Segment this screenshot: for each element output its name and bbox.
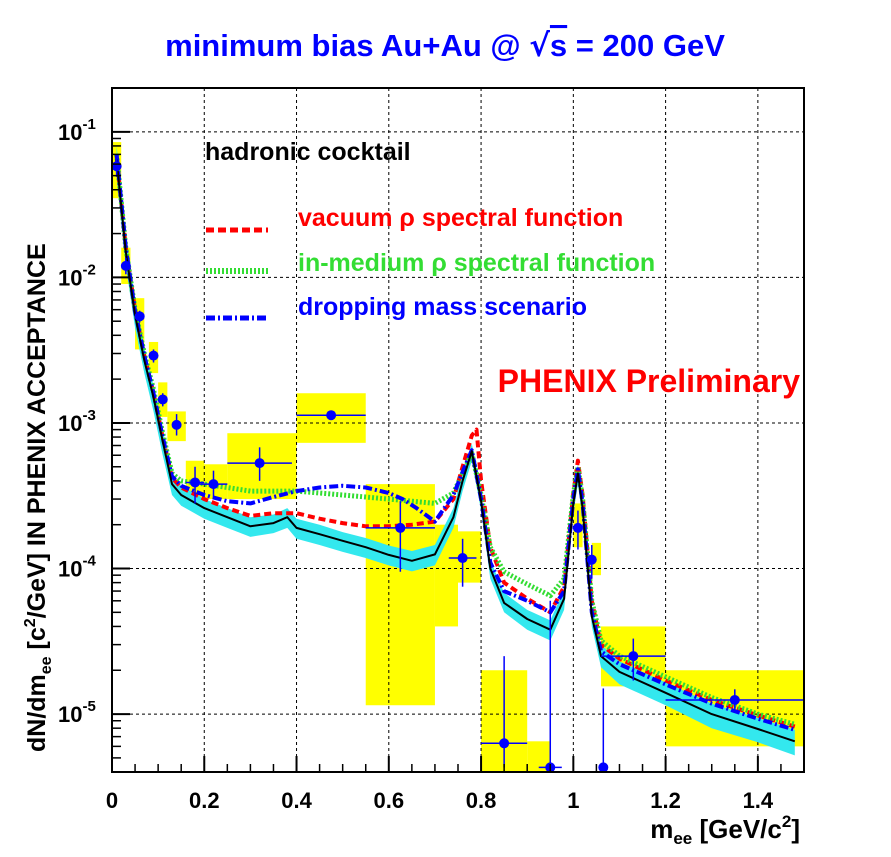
point-marker — [628, 651, 639, 662]
series-line-vacuum-spectral-function — [114, 155, 796, 729]
point-marker — [326, 410, 337, 421]
legend-label-inmedium: in-medium ρ spectral function — [298, 249, 655, 277]
point-marker — [157, 394, 168, 405]
x-tick-label-0: 0 — [106, 788, 118, 813]
legend-label-vacuum: vacuum ρ spectral function — [298, 204, 623, 232]
point-marker — [208, 479, 219, 490]
point-marker — [120, 260, 131, 271]
x-tick-label-2: 0.4 — [281, 788, 312, 813]
data-point-10 — [365, 501, 435, 572]
point-marker — [457, 553, 468, 564]
model-curves — [114, 154, 796, 743]
legend-label-dropping: dropping mass scenario — [298, 293, 587, 321]
data-point-3 — [148, 349, 159, 363]
series-line-hadronic-cocktail — [115, 159, 796, 743]
legend-label-cocktail: hadronic cocktail — [205, 138, 411, 166]
point-marker — [134, 311, 145, 322]
data-point-11 — [448, 538, 477, 587]
series-line-in-medium-spectral-function — [114, 154, 796, 727]
x-tick-label-3: 0.6 — [374, 788, 405, 813]
point-marker — [586, 554, 597, 565]
point-marker — [572, 522, 583, 533]
data-point-17 — [601, 638, 666, 681]
point-marker — [111, 161, 122, 172]
y-tick-label-3: 10-4 — [58, 553, 96, 582]
y-axis-label: dN/dmee [c2/GeV] IN PHENIX ACCEPTANCE — [22, 243, 55, 752]
data-point-9 — [296, 410, 366, 421]
data-point-1 — [120, 257, 131, 275]
x-tick-label-6: 1.2 — [650, 788, 681, 813]
data-point-14 — [572, 510, 583, 550]
point-marker — [499, 738, 510, 749]
point-marker — [171, 419, 182, 430]
chart-title: minimum bias Au+Au @ √s = 200 GeV — [165, 28, 725, 64]
data-point-8 — [227, 447, 292, 481]
x-tick-label-7: 1.4 — [743, 788, 774, 813]
data-point-12 — [481, 656, 528, 768]
phenix-preliminary-label: PHENIX Preliminary — [498, 363, 801, 399]
data-point-6 — [185, 466, 205, 504]
sys-box-12 — [458, 531, 482, 583]
point-marker — [598, 762, 609, 773]
point-marker — [190, 477, 201, 488]
x-tick-label-1: 0.2 — [189, 788, 220, 813]
y-tick-label-2: 10-3 — [58, 407, 96, 436]
sqrt-symbol: √ — [529, 28, 550, 64]
data-point-7 — [199, 470, 228, 500]
point-marker — [254, 458, 265, 469]
data-point-15 — [586, 545, 597, 579]
point-marker — [148, 350, 159, 361]
point-marker — [729, 694, 740, 705]
x-tick-label-4: 0.8 — [466, 788, 497, 813]
axis-ticks: 0 0.2 0.4 0.6 0.8 1 1.2 1.4 10-1 10-2 10-3 10-4 10-5 — [58, 87, 782, 813]
point-marker — [395, 522, 406, 533]
plot-area — [112, 88, 804, 772]
x-tick-label-5: 1 — [567, 788, 579, 813]
data-point-4 — [157, 393, 168, 407]
sys-box-14 — [527, 741, 551, 772]
y-tick-label-1: 10-2 — [58, 261, 96, 290]
data-point-5 — [171, 414, 182, 436]
y-tick-label-0: 10-1 — [58, 116, 96, 145]
data-point-18 — [665, 689, 804, 711]
legend: hadronic cocktail vacuum ρ spectral func… — [205, 138, 655, 321]
data-point-16 — [598, 688, 609, 773]
grid-lines — [112, 88, 804, 772]
data-point-2 — [134, 310, 145, 323]
x-axis-label: mee [GeV/c2] — [650, 812, 800, 848]
y-tick-label-4: 10-5 — [58, 698, 96, 727]
